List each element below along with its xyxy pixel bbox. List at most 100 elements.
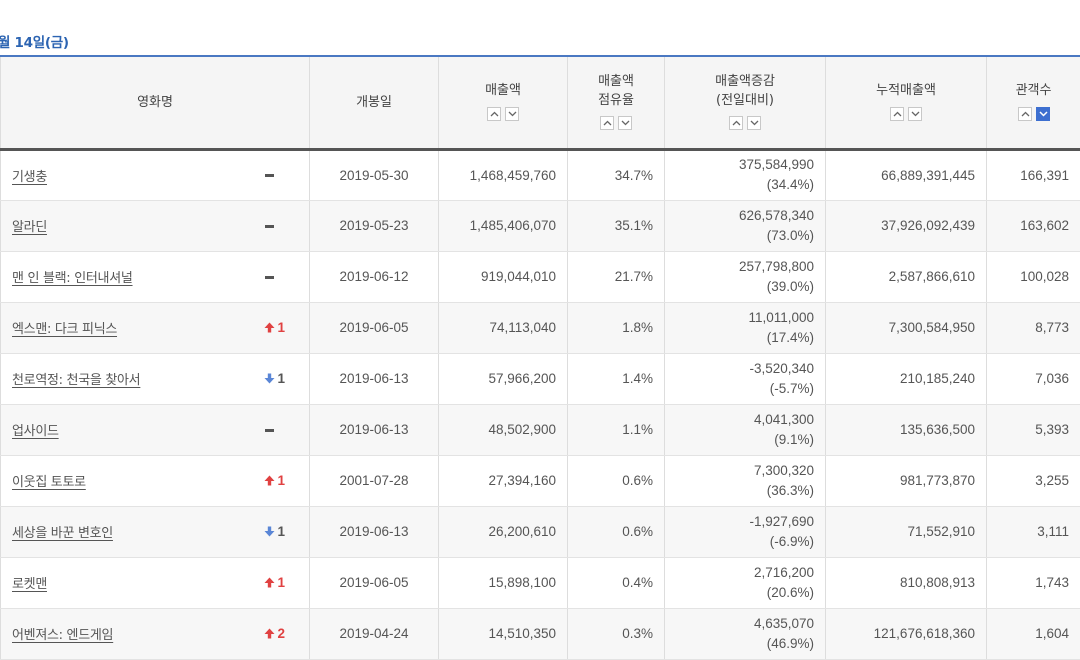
sales-change-value: 626,578,340 [676,206,814,226]
release-date-cell: 2019-04-24 [310,608,439,659]
rank-change-value: 2 [278,626,286,641]
sales-cell: 15,898,100 [439,557,568,608]
share-cell: 34.7% [568,149,665,200]
sort-up-icon[interactable] [600,116,614,130]
rank-change-cell: 1 [253,506,310,557]
rank-change-value: 1 [278,371,286,386]
audience-cell: 166,391 [987,149,1080,200]
cumulative-sales-cell: 210,185,240 [826,353,987,404]
release-date-cell: 2019-06-13 [310,404,439,455]
cumulative-sales-cell: 71,552,910 [826,506,987,557]
movie-name-cell: 천로역정: 천국을 찾아서 [1,353,253,404]
share-cell: 21.7% [568,251,665,302]
sales-change-value: 11,011,000 [676,308,814,328]
movie-name-link[interactable]: 업사이드 [12,424,59,439]
sales-cell: 26,200,610 [439,506,568,557]
sales-change-value: -1,927,690 [676,512,814,532]
rank-up-arrow-icon [264,575,278,590]
rank-change-cell [253,404,310,455]
movie-name-link[interactable]: 세상을 바꾼 변호인 [12,526,113,541]
movie-name-link[interactable]: 어벤져스: 엔드게임 [12,628,113,643]
sort-up-icon[interactable] [487,107,501,121]
rank-change-cell [253,149,310,200]
sort-down-icon[interactable] [908,107,922,121]
sort-down-icon[interactable] [747,116,761,130]
sort-up-icon[interactable] [890,107,904,121]
sales-change-cell: 4,041,300(9.1%) [665,404,826,455]
sales-change-percent: (73.0%) [676,226,814,246]
audience-cell: 5,393 [987,404,1080,455]
rank-change-value: 1 [278,524,286,539]
movie-name-link[interactable]: 천로역정: 천국을 찾아서 [12,373,140,388]
movie-name-cell: 로켓맨 [1,557,253,608]
sales-change-value: 2,716,200 [676,563,814,583]
rank-change-cell [253,251,310,302]
movie-name-link[interactable]: 이웃집 토토로 [12,475,86,490]
release-date-cell: 2001-07-28 [310,455,439,506]
cumulative-sales-cell: 810,808,913 [826,557,987,608]
cumulative-sales-cell: 135,636,500 [826,404,987,455]
sales-change-value: 7,300,320 [676,461,814,481]
rank-change-value: 1 [278,473,286,488]
rank-change-cell: 1 [253,353,310,404]
movie-name-link[interactable]: 로켓맨 [12,577,47,592]
movie-name-cell: 업사이드 [1,404,253,455]
release-date-cell: 2019-06-05 [310,557,439,608]
share-cell: 35.1% [568,200,665,251]
sort-up-icon[interactable] [729,116,743,130]
audience-cell: 3,111 [987,506,1080,557]
audience-cell: 8,773 [987,302,1080,353]
release-date-cell: 2019-06-12 [310,251,439,302]
rank-unchanged-dash-icon [265,174,274,177]
sales-change-cell: -3,520,340(-5.7%) [665,353,826,404]
sales-change-percent: (-6.9%) [676,532,814,552]
cumulative-sales-cell: 2,587,866,610 [826,251,987,302]
movie-name-cell: 엑스맨: 다크 피닉스 [1,302,253,353]
sort-down-icon[interactable] [618,116,632,130]
sales-change-cell: 375,584,990(34.4%) [665,149,826,200]
movie-name-cell: 기생충 [1,149,253,200]
audience-cell: 163,602 [987,200,1080,251]
release-date-cell: 2019-05-30 [310,149,439,200]
cumulative-sales-cell: 7,300,584,950 [826,302,987,353]
rank-change-cell [253,200,310,251]
sales-change-percent: (36.3%) [676,481,814,501]
movie-name-link[interactable]: 알라딘 [12,220,47,235]
movie-name-cell: 어벤져스: 엔드게임 [1,608,253,659]
sales-change-value: 4,635,070 [676,614,814,634]
sort-up-icon[interactable] [1018,107,1032,121]
movie-name-cell: 맨 인 블랙: 인터내셔널 [1,251,253,302]
rank-change-value: 1 [278,320,286,335]
sales-change-value: -3,520,340 [676,359,814,379]
sort-down-icon[interactable] [1036,107,1050,121]
audience-cell: 1,604 [987,608,1080,659]
cumulative-sales-cell: 37,926,092,439 [826,200,987,251]
sales-cell: 27,394,160 [439,455,568,506]
sales-change-cell: 626,578,340(73.0%) [665,200,826,251]
movie-name-link[interactable]: 기생충 [12,170,47,185]
audience-cell: 100,028 [987,251,1080,302]
sort-down-icon[interactable] [505,107,519,121]
rank-change-cell: 1 [253,557,310,608]
share-cell: 0.6% [568,506,665,557]
movie-name-link[interactable]: 엑스맨: 다크 피닉스 [12,322,117,337]
sales-change-value: 257,798,800 [676,257,814,277]
release-date-cell: 2019-06-05 [310,302,439,353]
sales-change-percent: (34.4%) [676,175,814,195]
rank-unchanged-dash-icon [265,429,274,432]
header-cumulative-sales: 누적매출액 [826,56,987,149]
sales-change-percent: (-5.7%) [676,379,814,399]
sales-change-percent: (20.6%) [676,583,814,603]
rank-change-cell: 2 [253,608,310,659]
movie-name-link[interactable]: 맨 인 블랙: 인터내셔널 [12,271,133,286]
cumulative-sales-cell: 121,676,618,360 [826,608,987,659]
sales-change-cell: 4,635,070(46.9%) [665,608,826,659]
sales-change-value: 4,041,300 [676,410,814,430]
